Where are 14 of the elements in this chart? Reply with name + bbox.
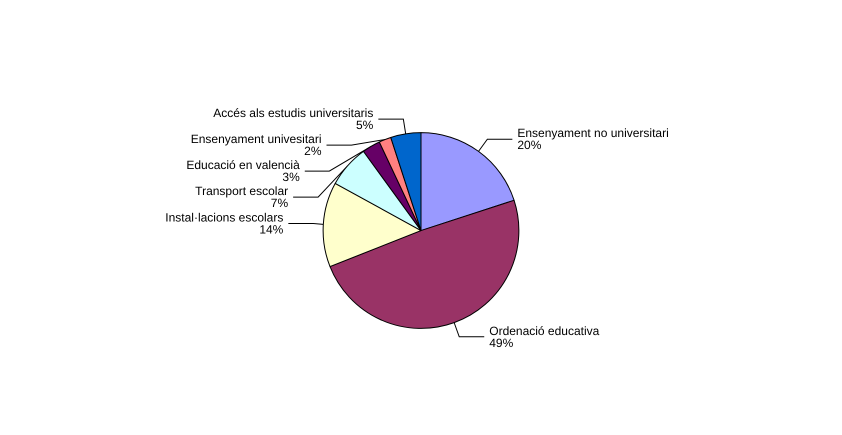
slice-label: Ensenyament no universitari [517,126,669,140]
slice-label: Ordenació educativa [489,324,600,338]
slice-label: Instal·lacions escolars [165,210,284,224]
data-label: 20% [517,138,542,152]
slice-label: Educació en valencià [186,158,300,172]
slice-label: Transport escolar [195,184,288,198]
data-label: 49% [489,336,514,350]
slice-label: Ensenyament univesitari [190,132,322,146]
slice-label: Accés als estudis universitaris [213,106,374,120]
data-label: 2% [304,144,322,158]
data-label: 3% [282,170,300,184]
data-label: 5% [356,118,374,132]
data-label: 14% [259,222,284,236]
data-label: 7% [270,196,288,210]
